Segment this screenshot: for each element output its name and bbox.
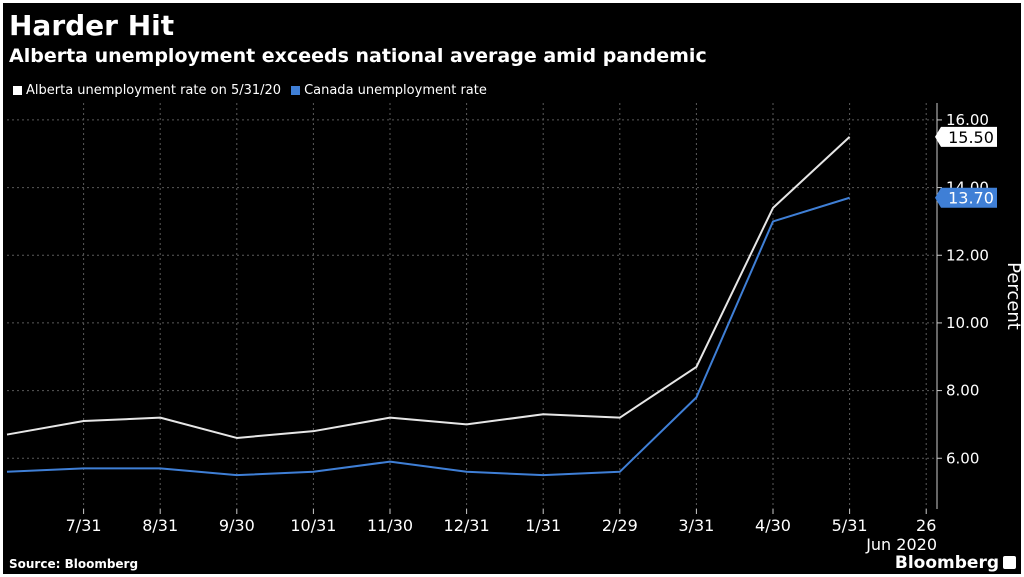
legend-label-canada: Canada unemployment rate	[304, 83, 487, 98]
x-tick-label: 5/31	[832, 516, 868, 535]
x-tick-label: 26	[916, 516, 936, 535]
y-tick-label: 12.00	[946, 246, 989, 264]
y-tick-label: 16.00	[946, 111, 989, 129]
legend-label-alberta: Alberta unemployment rate on 5/31/20	[26, 83, 282, 98]
source-note: Source: Bloomberg	[9, 557, 139, 571]
y-tick-label: 10.00	[946, 314, 989, 332]
x-tick-label: 11/30	[367, 516, 413, 535]
x-tick-label: 9/30	[219, 516, 255, 535]
y-tick-label: 8.00	[946, 382, 979, 400]
y-axis-label: Percent	[1003, 262, 1021, 330]
legend: Alberta unemployment rate on 5/31/20 Can…	[13, 83, 487, 98]
chart-frame: Harder Hit Alberta unemployment exceeds …	[3, 3, 1021, 574]
x-tick-label: 12/31	[444, 516, 490, 535]
bloomberg-mark-icon	[1003, 556, 1016, 569]
x-tick-label: 2/29	[602, 516, 638, 535]
bloomberg-logo: Bloomberg	[894, 553, 999, 573]
x-tick-label: 10/31	[290, 516, 336, 535]
series-line-canada	[6, 196, 850, 477]
y-tick-label: 6.00	[946, 449, 979, 467]
last-value-box-canada	[935, 187, 997, 208]
x-secondary-label: Jun 2020	[865, 535, 937, 554]
legend-item-alberta: Alberta unemployment rate on 5/31/20	[13, 83, 281, 98]
x-tick-label: 4/30	[755, 516, 791, 535]
legend-swatch-canada	[291, 86, 301, 95]
x-tick-label: 1/31	[525, 516, 561, 535]
series-line-alberta	[6, 136, 851, 439]
chart-title: Harder Hit	[9, 9, 175, 42]
last-value-label-canada: 13.70	[948, 189, 994, 208]
chart-subtitle: Alberta unemployment exceeds national av…	[9, 45, 707, 67]
x-tick-label: 7/31	[66, 516, 102, 535]
x-tick-label: 3/31	[678, 516, 714, 535]
last-value-label-alberta: 15.50	[948, 128, 994, 147]
last-value-box-alberta	[935, 126, 997, 147]
legend-swatch-alberta	[13, 86, 22, 95]
x-tick-label: 8/31	[142, 516, 178, 535]
legend-item-canada: Canada unemployment rate	[291, 83, 487, 98]
